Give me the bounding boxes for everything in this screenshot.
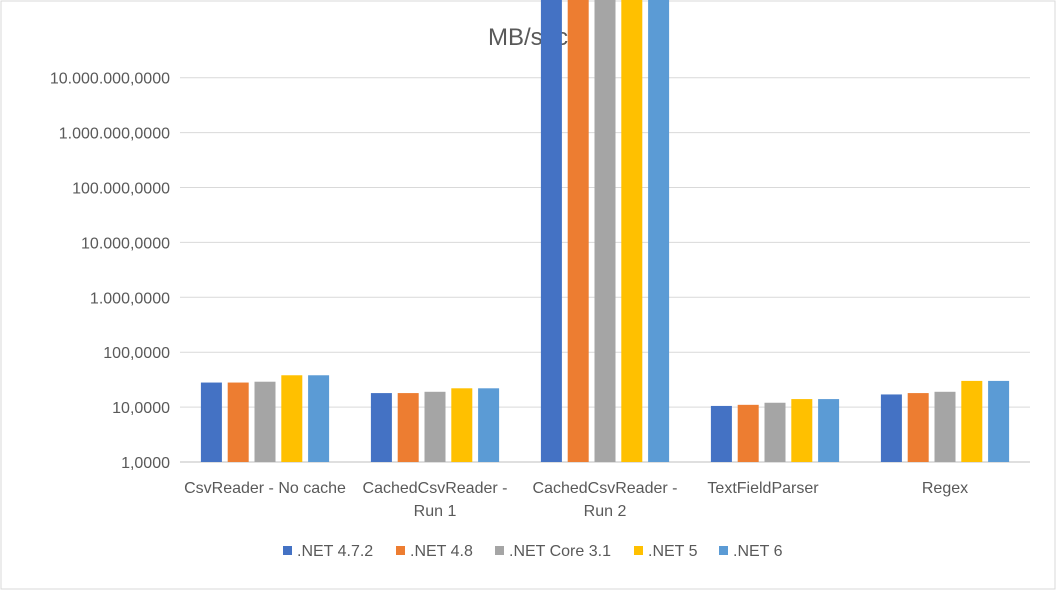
bar: .NET 6: 30 [988, 380, 1010, 462]
x-category-label: TextFieldParser [707, 480, 819, 497]
legend-entry: .NET 4.7.2 [297, 543, 373, 560]
bar: .NET 4.7.2: 10.5 [710, 405, 732, 462]
bar: .NET 5: 14 [791, 399, 813, 462]
bar: .NET 6: 14 [818, 399, 840, 462]
legend: .NET 4.7.2 .NET 4.8 .NET Core 3.1 .NET 5 .NE… [283, 543, 783, 560]
x-category-label: CsvReader - No cache [184, 480, 346, 497]
legend-swatch [719, 546, 728, 555]
bar: .NET 4.7.2: 18 [370, 393, 392, 462]
bars: .NET 4.7.2: 28.NET 4.8: 28.NET Core 3.1:… [200, 0, 1010, 463]
y-tick-label: 100.000,0000 [72, 181, 170, 198]
y-axis-tick-labels: 1,0000 10,0000 100,0000 1.000,0000 10.000,00… [50, 71, 170, 472]
y-tick-label: 10.000.000,0000 [50, 71, 170, 88]
x-category-label: CachedCsvReader - [533, 480, 678, 497]
legend-entry: .NET Core 3.1 [509, 543, 611, 560]
bar: .NET 6: 1050000000 [648, 0, 670, 463]
legend-swatch [283, 546, 292, 555]
y-tick-label: 10,0000 [112, 400, 170, 417]
x-category-label: CachedCsvReader - [363, 480, 508, 497]
bar: .NET 5: 30 [961, 380, 983, 462]
bar: .NET Core 3.1: 900000000 [594, 0, 616, 463]
x-category-label: Regex [922, 480, 968, 497]
bar: .NET 4.7.2: 17 [880, 394, 902, 462]
bar: .NET 5: 38 [281, 375, 303, 462]
bar: .NET 4.7.2: 28 [200, 382, 222, 462]
bar: .NET 4.7.2: 1200000000 [540, 0, 562, 462]
legend-entry: .NET 4.8 [410, 543, 473, 560]
bar: .NET 4.8: 18 [397, 393, 419, 462]
legend-entry: .NET 6 [733, 543, 783, 560]
legend-swatch [634, 546, 643, 555]
legend-swatch [495, 546, 504, 555]
y-tick-label: 1.000.000,0000 [59, 126, 170, 143]
bar: .NET 4.8: 1200000000 [567, 0, 589, 462]
x-category-label: Run 1 [414, 503, 457, 520]
legend-entry: .NET 5 [648, 543, 698, 560]
x-category-label: Run 2 [584, 503, 627, 520]
bar: .NET 4.8: 28 [227, 382, 249, 462]
y-tick-label: 10.000,0000 [81, 235, 170, 252]
y-tick-label: 1,0000 [121, 455, 170, 472]
bar: .NET 5: 1050000000 [621, 0, 643, 463]
bar: .NET 5: 22 [451, 388, 473, 462]
bar: .NET 6: 22 [478, 388, 500, 462]
bar: .NET 6: 38 [308, 375, 330, 462]
y-tick-label: 1.000,0000 [90, 290, 170, 307]
bar: .NET Core 3.1: 12 [764, 402, 786, 462]
bar: .NET Core 3.1: 19 [934, 391, 956, 462]
bar: .NET 4.8: 18 [907, 393, 929, 462]
y-tick-label: 100,0000 [103, 345, 170, 362]
bar: .NET Core 3.1: 29 [254, 381, 276, 462]
bar: .NET 4.8: 11 [737, 404, 759, 462]
x-axis-category-labels: CsvReader - No cache CachedCsvReader - Run… [184, 480, 968, 520]
legend-swatch [396, 546, 405, 555]
bar: .NET Core 3.1: 19 [424, 391, 446, 462]
